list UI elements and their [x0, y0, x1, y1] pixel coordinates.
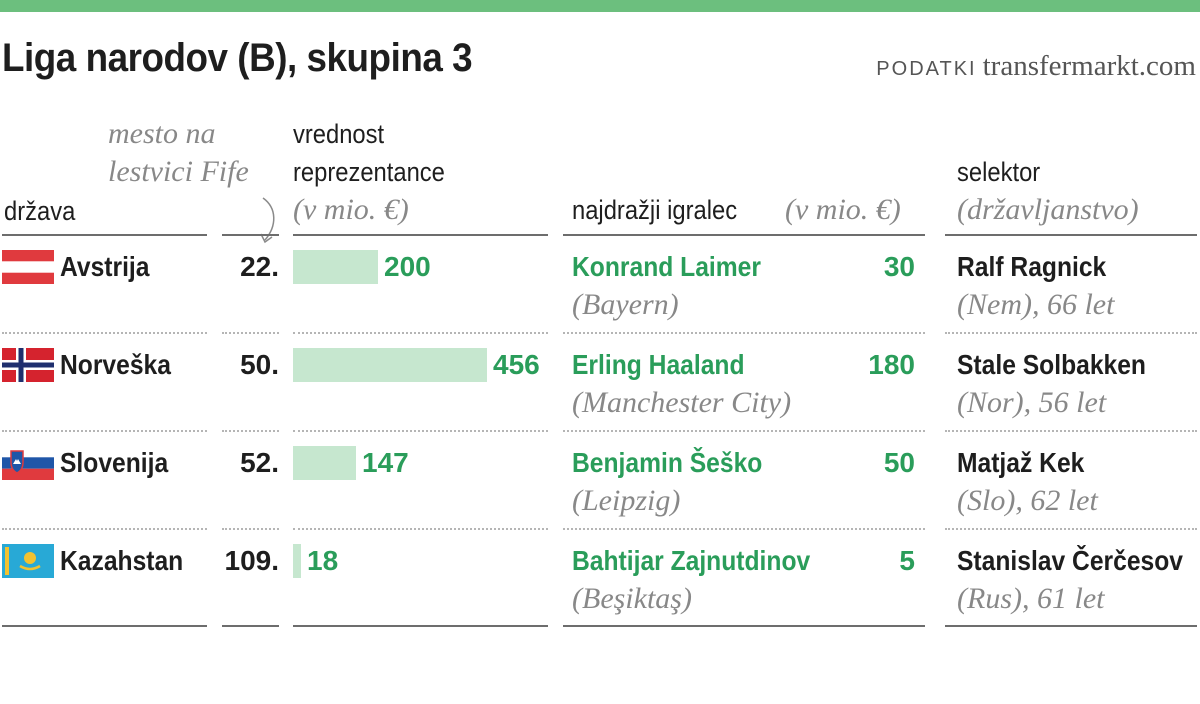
header-team-value-line2: reprezentance [293, 157, 445, 187]
coach-name: Matjaž Kek [957, 447, 1085, 478]
coach-info: (Slo), 62 let [957, 484, 1098, 517]
coach-name: Ralf Ragnick [957, 251, 1107, 282]
footer-rule [563, 625, 925, 627]
country-name: Norveška [60, 349, 171, 380]
top-player-name: Bahtijar Zajnutdinov [572, 545, 811, 576]
slovenia-flag-icon [2, 446, 54, 480]
row-separator [563, 528, 925, 530]
header-top-player-unit: (v mio. €) [785, 193, 901, 226]
header-rule-coach [945, 234, 1197, 236]
top-player-name: Konrand Laimer [572, 251, 761, 282]
top-accent-bar [0, 0, 1200, 12]
page-title: Liga narodov (B), skupina 3 [2, 36, 473, 80]
source-label: PODATKI [876, 58, 977, 80]
value-bar [293, 250, 378, 284]
header-team-value-line1: vrednost [293, 119, 385, 149]
source-credit: PODATKI transfermarkt.com [876, 50, 1196, 83]
header-fifa-rank-line2: lestvici Fife [108, 155, 249, 188]
header-top-player: najdražji igralec [572, 195, 738, 225]
country-name: Avstrija [60, 251, 150, 282]
top-player-value: 50 [883, 447, 915, 478]
header-coach: selektor [957, 157, 1041, 187]
header-coach-info: (državljanstvo) [957, 193, 1139, 226]
row-separator [293, 430, 548, 432]
value-bar [293, 348, 487, 382]
coach-info: (Nor), 56 let [957, 386, 1107, 419]
row-separator [293, 332, 548, 334]
row-separator [222, 528, 279, 530]
fifa-rank: 50. [240, 349, 279, 380]
header-country: država [4, 196, 76, 226]
row-separator [2, 332, 207, 334]
value-bar [293, 544, 301, 578]
top-player-club: (Manchester City) [572, 386, 792, 419]
top-player-name: Erling Haaland [572, 349, 745, 380]
source-site: transfermarkt.com [982, 50, 1196, 82]
austria-flag-icon [2, 250, 54, 284]
footer-rule [222, 625, 279, 627]
value-bar [293, 446, 356, 480]
value-label: 147 [362, 447, 409, 478]
row-separator [222, 332, 279, 334]
country-name: Slovenija [60, 447, 169, 478]
footer-rule [293, 625, 548, 627]
value-label: 200 [384, 251, 431, 282]
fifa-rank: 22. [240, 251, 279, 282]
norway-flag-icon [2, 348, 54, 382]
footer-rule [2, 625, 207, 627]
header-rule-rank [222, 234, 279, 236]
header-pointer-icon [260, 197, 275, 244]
header-rule-value [293, 234, 548, 236]
row-separator [945, 332, 1197, 334]
top-player-value: 5 [899, 545, 915, 576]
fifa-rank: 52. [240, 447, 279, 478]
top-player-value: 30 [883, 251, 915, 282]
country-name: Kazahstan [60, 545, 184, 576]
row-separator [2, 528, 207, 530]
header-rule-country [2, 234, 207, 236]
top-player-club: (Beşiktaş) [572, 582, 692, 615]
row-separator [2, 430, 207, 432]
fifa-rank: 109. [224, 545, 280, 576]
header-fifa-rank-line1: mesto na [108, 117, 216, 150]
header-team-value-unit: (v mio. €) [293, 193, 409, 226]
top-player-club: (Bayern) [572, 288, 679, 321]
kazakhstan-flag-icon [2, 544, 54, 578]
row-separator [945, 430, 1197, 432]
row-separator [563, 332, 925, 334]
row-separator [222, 430, 279, 432]
row-separator [945, 528, 1197, 530]
top-player-club: (Leipzig) [572, 484, 681, 517]
row-separator [293, 528, 548, 530]
top-player-name: Benjamin Šeško [572, 447, 763, 478]
footer-rule [945, 625, 1197, 627]
row-separator [563, 430, 925, 432]
coach-info: (Rus), 61 let [957, 582, 1105, 615]
coach-name: Stanislav Čerčesov [957, 545, 1183, 576]
value-label: 18 [307, 545, 339, 576]
top-player-value: 180 [868, 349, 915, 380]
coach-name: Stale Solbakken [957, 349, 1146, 380]
coach-info: (Nem), 66 let [957, 288, 1115, 321]
value-label: 456 [493, 349, 540, 380]
header-rule-player [563, 234, 925, 236]
